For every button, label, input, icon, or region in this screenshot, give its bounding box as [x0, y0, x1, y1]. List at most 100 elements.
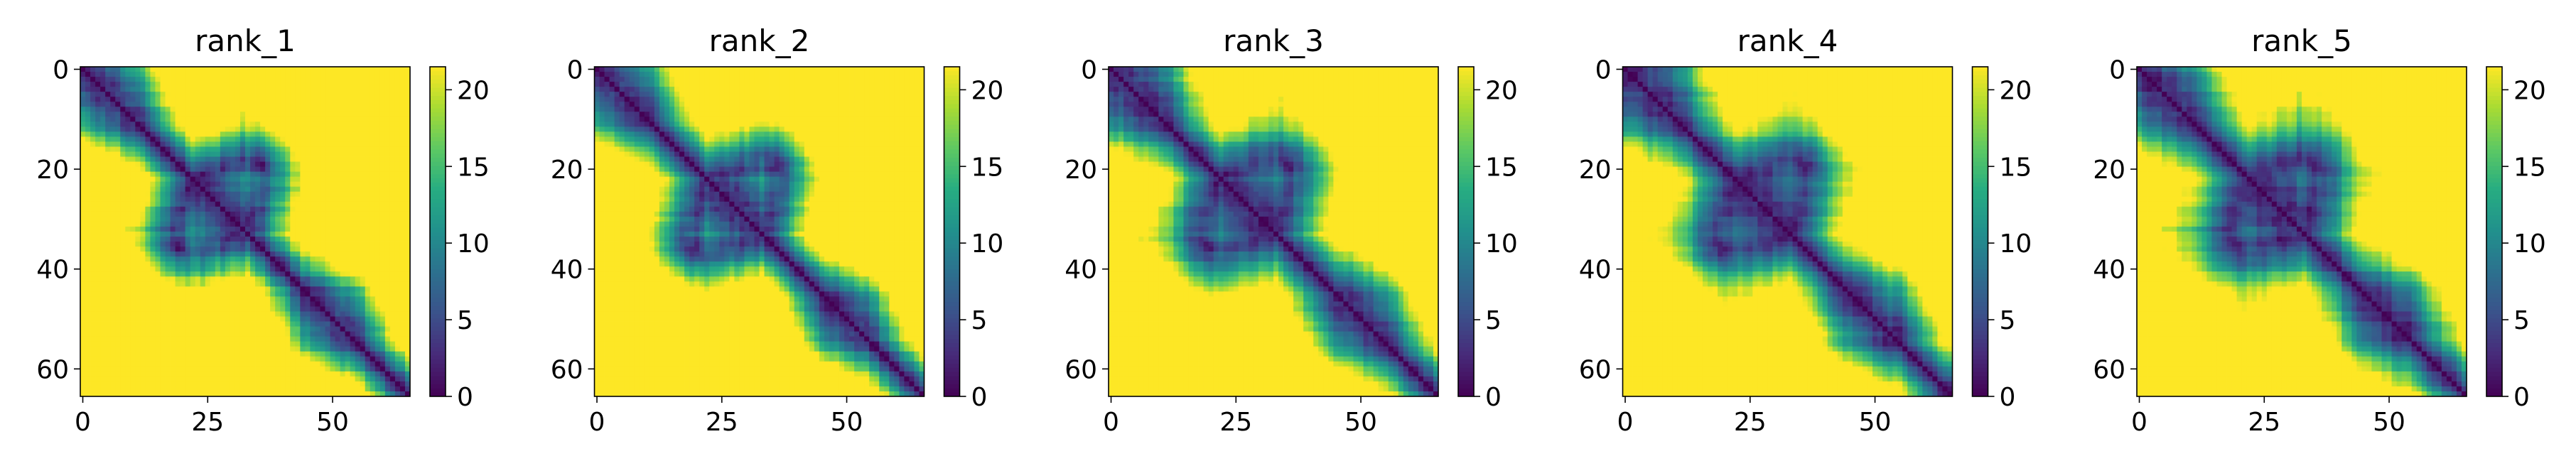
- heatmap-cell: [240, 376, 245, 381]
- heatmap-cell: [305, 67, 310, 72]
- heatmap-cell: [325, 286, 330, 291]
- heatmap-cell: [210, 141, 215, 146]
- heatmap-cell: [105, 141, 110, 146]
- heatmap-cell: [115, 242, 120, 246]
- heatmap-cell: [120, 97, 125, 102]
- heatmap-cell: [285, 182, 290, 187]
- heatmap-cell: [310, 167, 315, 172]
- heatmap-cell: [390, 362, 395, 367]
- heatmap-cell: [215, 286, 220, 291]
- heatmap-cell: [365, 207, 370, 212]
- heatmap-cell: [125, 131, 130, 136]
- heatmap-cell: [325, 246, 330, 251]
- heatmap-cell: [120, 242, 125, 246]
- heatmap-cell: [145, 291, 150, 296]
- heatmap-cell: [110, 286, 115, 291]
- heatmap-cell: [130, 162, 135, 167]
- heatmap-cell: [245, 291, 250, 296]
- heatmap-cell: [230, 232, 235, 237]
- heatmap-cell: [305, 202, 310, 207]
- heatmap-cell: [315, 141, 320, 146]
- heatmap-cell: [180, 116, 185, 121]
- heatmap-cell: [280, 386, 285, 391]
- heatmap-cell: [230, 152, 235, 157]
- heatmap-cell: [110, 202, 115, 207]
- heatmap-cell: [205, 276, 210, 281]
- heatmap-cell: [330, 167, 335, 172]
- heatmap-cell: [130, 112, 135, 116]
- heatmap-cell: [125, 347, 130, 352]
- heatmap-cell: [90, 146, 95, 151]
- heatmap-cell: [195, 342, 200, 347]
- heatmap-cell: [160, 157, 165, 162]
- heatmap-cell: [285, 347, 290, 352]
- heatmap-cell: [135, 192, 140, 197]
- heatmap-cell: [255, 342, 260, 347]
- heatmap-cell: [305, 296, 310, 301]
- heatmap-cell: [185, 72, 190, 77]
- heatmap-cell: [210, 246, 215, 251]
- heatmap-cell: [110, 67, 115, 72]
- heatmap-cell: [110, 152, 115, 157]
- heatmap-cell: [390, 281, 395, 286]
- heatmap-cell: [180, 87, 185, 92]
- heatmap-cell: [115, 87, 120, 92]
- heatmap-cell: [140, 251, 145, 256]
- heatmap-cell: [205, 222, 210, 227]
- heatmap-cell: [195, 202, 200, 207]
- heatmap-cell: [155, 141, 160, 146]
- heatmap-cell: [215, 367, 220, 372]
- heatmap-cell: [355, 141, 360, 146]
- heatmap-cell: [390, 322, 395, 327]
- heatmap-cell: [325, 126, 330, 131]
- heatmap-cell: [310, 162, 315, 167]
- heatmap-cell: [105, 87, 110, 92]
- heatmap-cell: [130, 251, 135, 256]
- heatmap-cell: [330, 136, 335, 141]
- heatmap-cell: [390, 286, 395, 291]
- heatmap-cell: [255, 207, 260, 212]
- heatmap-cell: [370, 126, 375, 131]
- heatmap-cell: [335, 311, 340, 316]
- heatmap-cell: [230, 222, 235, 227]
- heatmap-cell: [140, 281, 145, 286]
- heatmap-cell: [365, 92, 370, 97]
- heatmap-cell: [176, 337, 180, 342]
- heatmap-cell: [265, 362, 270, 367]
- heatmap-cell: [171, 266, 176, 271]
- heatmap-cell: [210, 311, 215, 316]
- heatmap-cell: [185, 251, 190, 256]
- heatmap-cell: [270, 256, 275, 261]
- heatmap-cell: [171, 182, 176, 187]
- heatmap-cell: [320, 217, 325, 222]
- heatmap-cell: [265, 227, 270, 232]
- heatmap-cell: [330, 306, 335, 311]
- heatmap-cell: [110, 251, 115, 256]
- heatmap-cell: [135, 131, 140, 136]
- heatmap-cell: [350, 67, 355, 72]
- heatmap-cell: [285, 332, 290, 337]
- heatmap-cell: [325, 367, 330, 372]
- heatmap-cell: [150, 242, 155, 246]
- heatmap-cell: [265, 352, 270, 357]
- heatmap-cell: [130, 222, 135, 227]
- heatmap-cell: [380, 306, 385, 311]
- heatmap-cell: [125, 217, 130, 222]
- heatmap-cell: [350, 121, 355, 126]
- heatmap-cell: [125, 222, 130, 227]
- heatmap-cell: [140, 87, 145, 92]
- heatmap-cell: [120, 362, 125, 367]
- heatmap-cell: [340, 347, 345, 352]
- heatmap-cell: [210, 217, 215, 222]
- heatmap-cell: [205, 162, 210, 167]
- heatmap-cell: [320, 162, 325, 167]
- heatmap-cell: [230, 126, 235, 131]
- heatmap-cell: [85, 217, 90, 222]
- heatmap-cell: [220, 121, 225, 126]
- heatmap-cell: [375, 97, 380, 102]
- heatmap-cell: [166, 266, 171, 271]
- heatmap-cell: [285, 162, 290, 167]
- heatmap-cell: [190, 87, 195, 92]
- heatmap-cell: [205, 342, 210, 347]
- heatmap-cell: [110, 97, 115, 102]
